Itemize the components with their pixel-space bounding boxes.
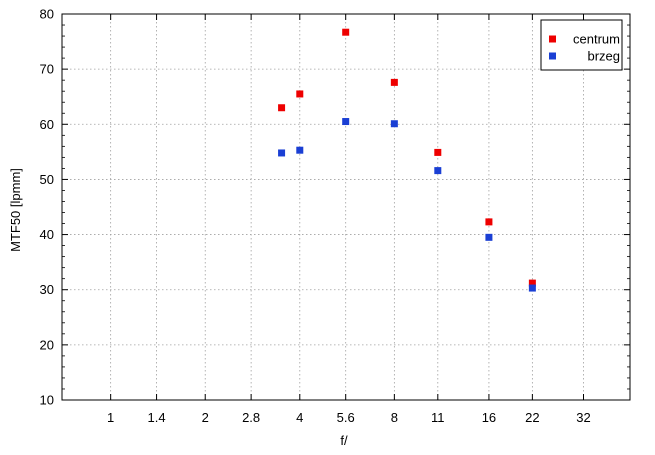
data-point-centrum xyxy=(296,90,304,98)
x-tick-label: 2.8 xyxy=(242,410,260,425)
data-point-brzeg xyxy=(296,146,304,154)
data-point-brzeg xyxy=(342,118,350,126)
legend-box xyxy=(540,19,623,71)
data-point-centrum xyxy=(390,78,398,86)
data-point-centrum xyxy=(342,28,350,36)
data-point-brzeg xyxy=(434,167,442,175)
y-tick-label: 40 xyxy=(40,227,54,242)
x-tick-label: 8 xyxy=(391,410,398,425)
legend-label-centrum: centrum xyxy=(573,32,620,47)
x-tick-label: 11 xyxy=(431,410,445,425)
legend-swatch-brzeg xyxy=(549,52,556,60)
data-point-brzeg xyxy=(485,233,493,241)
y-tick-label: 30 xyxy=(40,282,54,297)
data-point-centrum xyxy=(278,104,286,112)
legend-label-brzeg: brzeg xyxy=(587,49,620,64)
y-tick-label: 70 xyxy=(40,62,54,77)
y-tick-label: 20 xyxy=(40,337,54,352)
x-tick-label: 5.6 xyxy=(337,410,355,425)
x-axis-label: f/ xyxy=(340,433,348,448)
y-tick-label: 10 xyxy=(40,393,54,408)
data-point-centrum xyxy=(485,218,493,226)
y-tick-label: 60 xyxy=(40,117,54,132)
y-tick-label: 80 xyxy=(40,7,54,22)
x-tick-label: 1.4 xyxy=(148,410,166,425)
y-axis-label: MTF50 [lpmm] xyxy=(8,168,23,252)
tick-labels: 10 20 30 40 50 60 70 80 1 1.4 2 2.8 4 5.6 8 11 16 22 32 xyxy=(40,7,591,426)
data-point-centrum xyxy=(528,279,536,287)
axes xyxy=(61,13,631,401)
x-tick-label: 16 xyxy=(482,410,496,425)
legend: centrum brzeg xyxy=(540,19,623,71)
x-tick-label: 22 xyxy=(525,410,539,425)
x-tick-label: 4 xyxy=(296,410,303,425)
data-point-centrum xyxy=(434,148,442,156)
y-tick-label: 50 xyxy=(40,172,54,187)
data-point-brzeg xyxy=(528,284,536,292)
x-tick-label: 2 xyxy=(202,410,209,425)
x-tick-label: 1 xyxy=(107,410,114,425)
data-point-brzeg xyxy=(390,120,398,128)
data-point-brzeg xyxy=(278,149,286,157)
x-tick-label: 32 xyxy=(576,410,590,425)
legend-swatch-centrum xyxy=(549,35,556,43)
data-points xyxy=(278,28,536,292)
